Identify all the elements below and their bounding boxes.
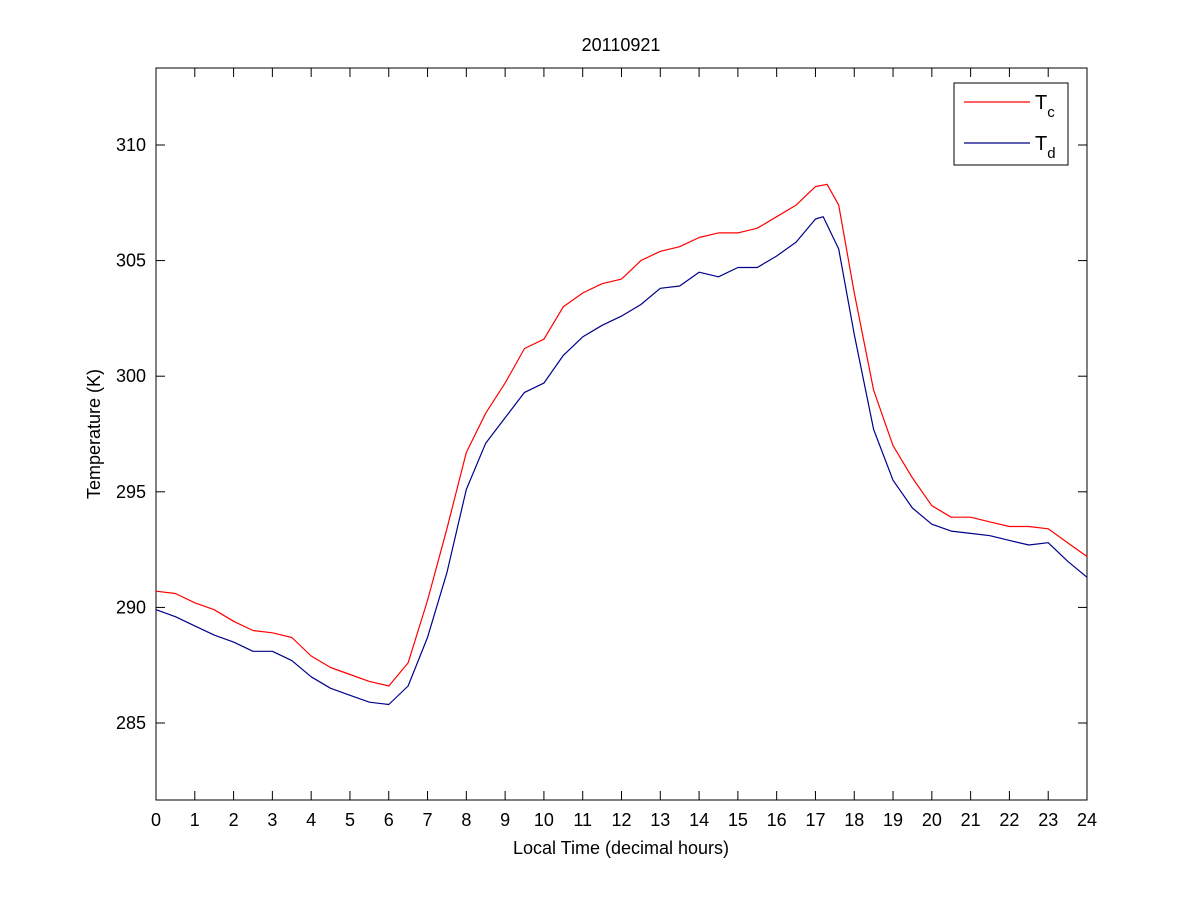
x-tick-label: 12: [611, 810, 631, 830]
x-tick-label: 10: [534, 810, 554, 830]
x-tick-label: 19: [883, 810, 903, 830]
chart-title: 20110921: [582, 35, 661, 55]
y-tick-label: 285: [116, 713, 146, 733]
legend-box: [953, 82, 1069, 166]
x-tick-label: 9: [500, 810, 510, 830]
x-tick-label: 3: [267, 810, 277, 830]
y-tick-label: 290: [116, 597, 146, 617]
x-tick-label: 0: [151, 810, 161, 830]
x-tick-label: 24: [1077, 810, 1097, 830]
x-tick-label: 20: [922, 810, 942, 830]
x-tick-label: 15: [728, 810, 748, 830]
x-tick-label: 14: [689, 810, 709, 830]
x-tick-label: 11: [573, 810, 592, 830]
x-tick-label: 23: [1038, 810, 1058, 830]
y-tick-label: 300: [116, 366, 146, 386]
x-tick-label: 1: [190, 810, 200, 830]
x-tick-label: 4: [306, 810, 316, 830]
y-axis-label: Temperature (K): [84, 369, 104, 499]
x-tick-label: 2: [229, 810, 239, 830]
ticks-layer: 0 1 2 3 4 5 6 7 8 9 10 11 12 13 14 15 16 17 18 19 20 21 22 23 24…: [116, 68, 1097, 830]
plot-area: 0 1 2 3 4 5 6 7 8 9 10 11 12 13 14 15 16 17 18 19 20 21 22 23 24…: [116, 67, 1097, 830]
x-tick-label: 7: [423, 810, 433, 830]
series-layer: [155, 183, 1088, 706]
y-tick-label: 295: [116, 482, 146, 502]
x-tick-label: 18: [844, 810, 864, 830]
y-tick-label: 305: [116, 251, 146, 271]
x-tick-label: 8: [461, 810, 471, 830]
series-line-d: [155, 216, 1088, 706]
x-axis-label: Local Time (decimal hours): [513, 838, 729, 858]
y-tick-label: 310: [116, 135, 146, 155]
x-tick-label: 16: [767, 810, 787, 830]
series-line-c: [155, 183, 1088, 687]
x-tick-label: 13: [650, 810, 670, 830]
x-tick-label: 17: [805, 810, 825, 830]
x-tick-label: 6: [384, 810, 394, 830]
x-tick-label: 5: [345, 810, 355, 830]
x-tick-label: 21: [961, 810, 981, 830]
x-tick-label: 22: [999, 810, 1019, 830]
axes-box: [155, 67, 1088, 801]
